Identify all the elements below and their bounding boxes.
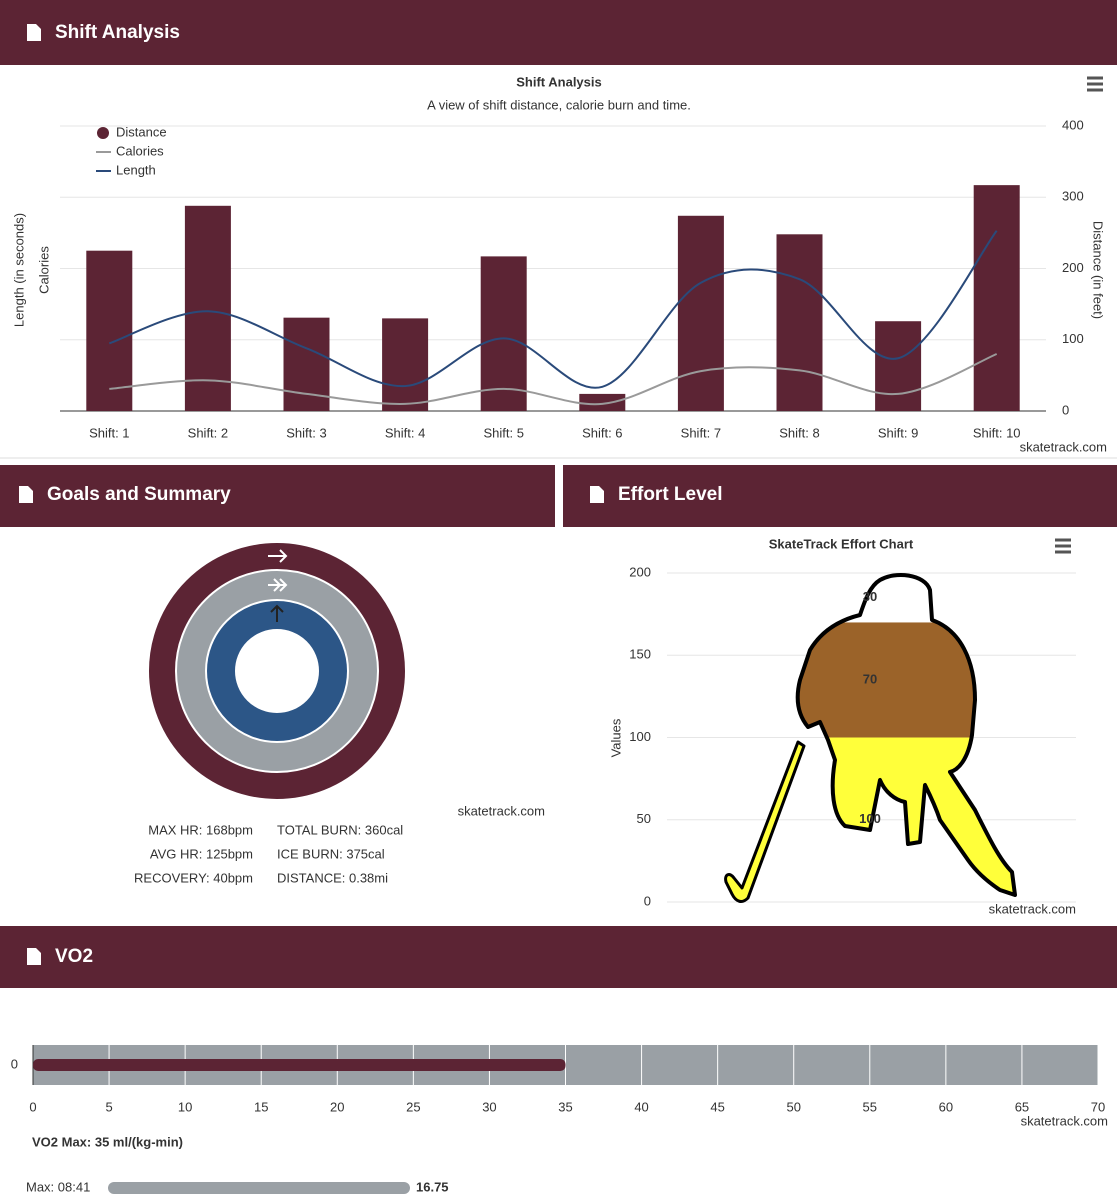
- line: [109, 353, 998, 406]
- x-tick-label: Shift: 7: [681, 425, 721, 440]
- header-bar: [0, 465, 555, 527]
- x-tick-label: 10: [178, 1099, 192, 1114]
- x-tick-label: 45: [710, 1099, 724, 1114]
- header-bar: [0, 926, 1117, 988]
- x-tick-label: Shift: 4: [385, 425, 425, 440]
- x-tick-label: 40: [634, 1099, 648, 1114]
- y-tick-label: 200: [629, 564, 651, 579]
- doc-icon: [27, 24, 41, 41]
- ring-icons: [268, 549, 288, 592]
- progress-value: 16.75: [416, 1179, 449, 1194]
- legend-label: Calories: [116, 143, 164, 158]
- progress-bar: [108, 1182, 410, 1194]
- header-title: VO2: [55, 946, 93, 967]
- x-tick-label: 55: [863, 1099, 877, 1114]
- legend-label: Length: [116, 162, 156, 177]
- header-title: Effort Level: [618, 484, 723, 505]
- x-tick-label: Shift: 8: [779, 425, 819, 440]
- summary-stat: RECOVERY: 40bpm: [134, 870, 253, 885]
- credit: skatetrack.com: [1020, 439, 1107, 454]
- x-tick-label: 35: [558, 1099, 572, 1114]
- x-tick-label: Shift: 1: [89, 425, 129, 440]
- menu-icon[interactable]: [1087, 76, 1103, 92]
- doc-icons: [19, 24, 604, 965]
- y-axis-label: Calories: [36, 246, 51, 294]
- bar: [776, 234, 823, 411]
- y-tick-label: 50: [637, 811, 651, 826]
- data-label: 70: [863, 671, 877, 686]
- y2-tick-label: 400: [1062, 117, 1084, 132]
- x-tick-label: 30: [482, 1099, 496, 1114]
- y-tick-label: 100: [629, 729, 651, 744]
- x-tick-label: 0: [29, 1099, 36, 1114]
- summary-stat: MAX HR: 168bpm: [148, 822, 253, 837]
- y2-tick-label: 200: [1062, 260, 1084, 275]
- y-axis-label: Length (in seconds): [11, 213, 26, 327]
- bar: [184, 205, 231, 411]
- y-tick-label: 0: [11, 1056, 18, 1071]
- line: [108, 230, 998, 389]
- rings-chart: [149, 543, 405, 799]
- summary-stat: AVG HR: 125bpm: [150, 846, 253, 861]
- chart-title: Shift Analysis: [516, 74, 601, 89]
- bar: [480, 256, 527, 411]
- header-bar: [563, 465, 1117, 527]
- x-tick-label: 5: [105, 1099, 112, 1114]
- data-label: 30: [863, 589, 877, 604]
- summary-stat: TOTAL BURN: 360cal: [277, 822, 403, 837]
- credit: skatetrack.com: [989, 901, 1076, 916]
- vo2-title: VO2 Max: 35 ml/(kg-min): [32, 1134, 183, 1149]
- summary-stat: ICE BURN: 375cal: [277, 846, 385, 861]
- doc-icon: [27, 948, 41, 965]
- x-tick-label: Shift: 2: [188, 425, 228, 440]
- doc-icon: [19, 486, 33, 503]
- x-tick-label: 60: [939, 1099, 953, 1114]
- silhouette-outline: [795, 573, 1017, 897]
- x-tick-label: Shift: 6: [582, 425, 622, 440]
- legend-symbol: [97, 127, 109, 139]
- ring: [207, 601, 347, 741]
- y2-axis-label: Distance (in feet): [1091, 221, 1106, 319]
- x-tick-label: 15: [254, 1099, 268, 1114]
- data-label: 100: [859, 811, 881, 826]
- bar: [875, 321, 922, 411]
- silhouette-outline: [724, 740, 806, 903]
- progress-label: Max: 08:41: [26, 1179, 90, 1194]
- bar: [33, 1059, 566, 1071]
- x-tick-label: Shift: 10: [973, 425, 1021, 440]
- x-tick-label: 70: [1091, 1099, 1105, 1114]
- y2-tick-label: 100: [1062, 331, 1084, 346]
- bar: [579, 393, 626, 411]
- x-tick-label: 20: [330, 1099, 344, 1114]
- y-tick-label: 0: [644, 893, 651, 908]
- chart-subtitle: A view of shift distance, calorie burn a…: [427, 97, 691, 112]
- x-tick-label: 50: [786, 1099, 800, 1114]
- legend-label: Distance: [116, 124, 167, 139]
- header-bar: [0, 0, 1117, 65]
- y-axis-label: Values: [608, 718, 623, 757]
- y2-tick-label: 300: [1062, 189, 1084, 204]
- header-title: Goals and Summary: [47, 484, 231, 505]
- doc-icon: [590, 486, 604, 503]
- y2-tick-label: 0: [1062, 402, 1069, 417]
- summary-stat: DISTANCE: 0.38mi: [277, 870, 388, 885]
- credit: skatetrack.com: [458, 803, 545, 818]
- ring-icon: [270, 604, 284, 622]
- x-tick-label: Shift: 3: [286, 425, 326, 440]
- x-tick-label: 25: [406, 1099, 420, 1114]
- x-tick-label: 65: [1015, 1099, 1029, 1114]
- header-title: Shift Analysis: [55, 22, 180, 43]
- y-tick-label: 150: [629, 647, 651, 662]
- chart-title: SkateTrack Effort Chart: [769, 536, 914, 551]
- x-tick-label: Shift: 5: [483, 425, 523, 440]
- x-tick-label: Shift: 9: [878, 425, 918, 440]
- credit: skatetrack.com: [1021, 1113, 1108, 1128]
- bar: [973, 185, 1020, 411]
- bar: [677, 215, 724, 411]
- bar: [86, 250, 133, 411]
- menu-icon[interactable]: [1055, 538, 1071, 554]
- bar: [382, 318, 429, 411]
